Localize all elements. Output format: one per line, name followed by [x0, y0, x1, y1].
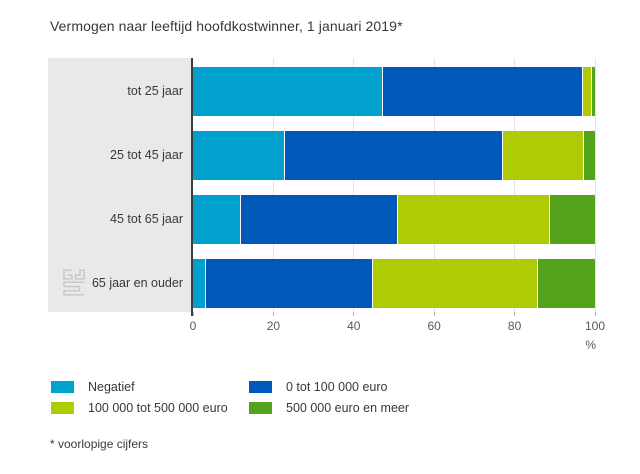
plot-area [193, 58, 596, 312]
legend-swatch [249, 381, 272, 393]
cbs-logo-icon [63, 269, 85, 296]
x-tick-mark [433, 312, 435, 316]
gridline [594, 58, 596, 312]
legend: Negatief 0 tot 100 000 euro 100 000 tot 50… [51, 380, 410, 415]
x-tick-mark [272, 312, 274, 316]
x-tick-mark [514, 312, 516, 316]
y-axis-line [191, 58, 193, 316]
bar-row [193, 195, 595, 244]
bar-row [193, 259, 595, 308]
x-axis-unit-label: % [585, 338, 596, 352]
legend-label: 500 000 euro en meer [286, 401, 410, 415]
bar-segment[interactable] [285, 131, 504, 180]
bar-segment[interactable] [503, 131, 585, 180]
legend-item: 100 000 tot 500 000 euro [51, 401, 249, 415]
bar-segment[interactable] [373, 259, 539, 308]
gridline [272, 58, 274, 312]
bar-segment[interactable] [550, 195, 595, 244]
legend-item: 500 000 euro en meer [249, 401, 410, 415]
bar-segment[interactable] [240, 195, 398, 244]
bar-row [193, 131, 595, 180]
category-label: 25 tot 45 jaar [110, 148, 183, 162]
legend-label: Negatief [88, 380, 135, 394]
legend-swatch [51, 402, 74, 414]
bar-segment[interactable] [193, 195, 241, 244]
legend-item: Negatief [51, 380, 249, 394]
x-tick-label: 0 [189, 319, 197, 333]
x-tick-label: 80 [507, 319, 522, 333]
bar-row [193, 67, 595, 116]
bar-segment[interactable] [538, 259, 595, 308]
bar-segment[interactable] [193, 259, 206, 308]
legend-item: 0 tot 100 000 euro [249, 380, 409, 394]
bar-segment[interactable] [193, 131, 286, 180]
bar-segment[interactable] [193, 67, 384, 116]
x-tick-label: 100 [584, 319, 606, 333]
x-tick-label: 40 [347, 319, 361, 333]
x-tick-mark [594, 312, 596, 316]
footnote: * voorlopige cijfers [50, 437, 149, 451]
gridline [353, 58, 355, 312]
category-panel: tot 25 jaar 25 tot 45 jaar 45 tot 65 jaar 6… [48, 58, 193, 312]
category-label: 45 tot 65 jaar [110, 212, 183, 226]
bar-segment[interactable] [398, 195, 551, 244]
bar-segment[interactable] [205, 259, 374, 308]
legend-swatch [51, 381, 74, 393]
bar-segment[interactable] [582, 67, 592, 116]
chart-title: Vermogen naar leeftijd hoofdkostwinner, … [50, 18, 403, 34]
gridline [514, 58, 516, 312]
bar-segment[interactable] [383, 67, 583, 116]
category-label: 65 jaar en ouder [91, 276, 183, 290]
x-axis: % 0 20 40 60 80 100 [189, 312, 605, 358]
gridline [433, 58, 435, 312]
legend-swatch [249, 402, 272, 414]
legend-label: 100 000 tot 500 000 euro [88, 401, 228, 415]
x-tick-mark [192, 312, 194, 316]
x-tick-mark [353, 312, 355, 316]
legend-label: 0 tot 100 000 euro [286, 380, 388, 394]
category-label: tot 25 jaar [127, 84, 183, 98]
bar-segment[interactable] [591, 67, 595, 116]
x-tick-label: 20 [266, 319, 281, 333]
x-tick-label: 60 [427, 319, 441, 333]
bar-segment[interactable] [584, 131, 595, 180]
